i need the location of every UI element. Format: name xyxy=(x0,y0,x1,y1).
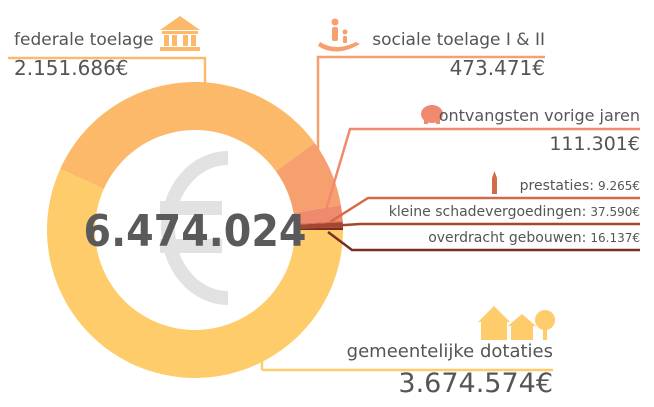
leader-line xyxy=(8,56,207,84)
euro-watermark xyxy=(160,151,229,305)
category-label: federale toelage xyxy=(14,30,154,50)
leader-line xyxy=(260,330,553,372)
value-label: 111.301€ xyxy=(549,133,640,155)
value-label: 2.151.686€ xyxy=(14,56,129,80)
value-label: 473.471€ xyxy=(450,56,545,80)
donut-segment xyxy=(275,142,341,214)
leader-line xyxy=(316,55,545,192)
donut-segment xyxy=(293,205,343,224)
leader-line xyxy=(329,196,640,224)
category-label: prestaties: 9.265€ xyxy=(520,178,640,194)
icon-houses xyxy=(478,306,555,340)
donut-segment xyxy=(60,81,315,189)
icon-family xyxy=(318,18,360,52)
category-label: kleine schadevergoedingen: 37.590€ xyxy=(389,204,640,220)
category-label: sociale toelage I & II xyxy=(372,30,545,50)
category-name: overdracht gebouwen: xyxy=(428,230,586,246)
category-name: prestaties: xyxy=(520,178,594,194)
icon-pencil xyxy=(492,171,497,194)
value-label: 3.674.574€ xyxy=(398,368,553,399)
value-label: 9.265€ xyxy=(598,179,640,193)
donut-segment xyxy=(294,227,343,230)
category-name: kleine schadevergoedingen: xyxy=(389,204,587,220)
category-label: gemeentelijke dotaties xyxy=(347,341,553,362)
leader-line xyxy=(327,231,640,252)
donut-segment xyxy=(47,169,344,378)
leader-line xyxy=(329,222,640,228)
category-label: ontvangsten vorige jaren xyxy=(439,106,640,125)
icon-piggy xyxy=(421,105,443,124)
total-label: 6.474.024 xyxy=(84,206,307,257)
value-label: 16.137€ xyxy=(590,231,640,245)
icon-bank xyxy=(160,16,200,51)
category-label: overdracht gebouwen: 16.137€ xyxy=(428,230,640,246)
value-label: 37.590€ xyxy=(590,205,640,219)
leader-line xyxy=(324,127,640,211)
